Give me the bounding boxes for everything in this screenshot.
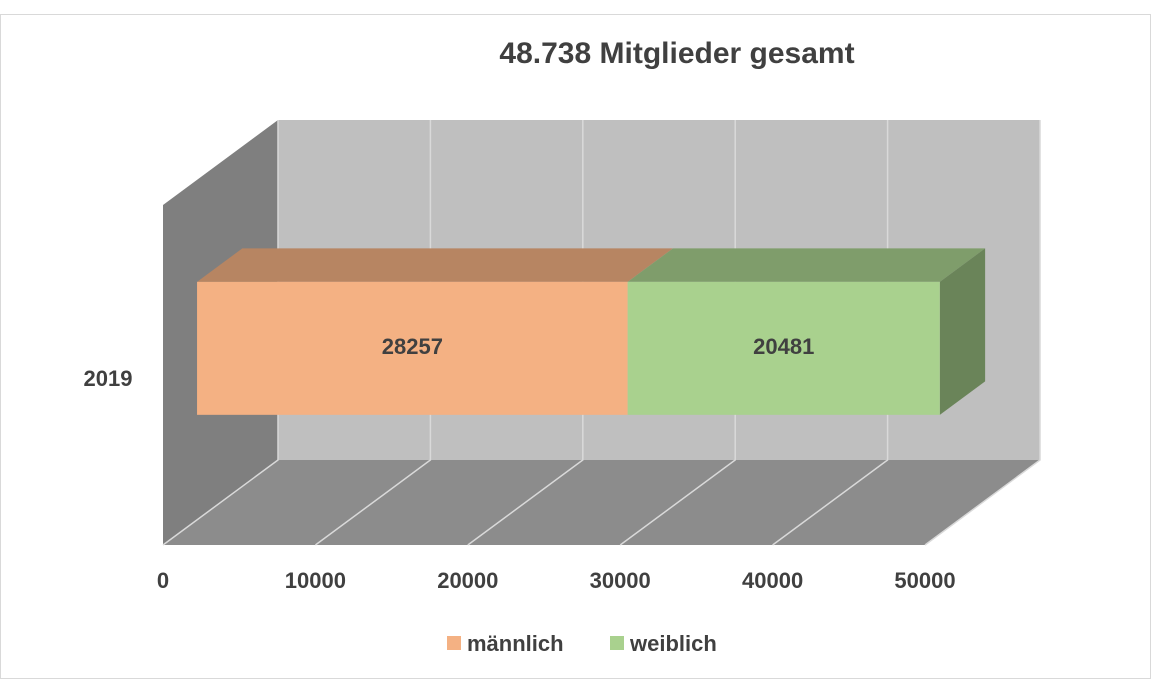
bar-side [939, 248, 986, 415]
legend-label: männlich [467, 631, 564, 656]
x-tick-label: 30000 [590, 568, 651, 593]
grid-line [467, 120, 584, 546]
x-tick-label: 50000 [894, 568, 955, 593]
x-tick-label: 20000 [437, 568, 498, 593]
grid-line [772, 120, 889, 546]
grid-line [314, 120, 432, 546]
bar [197, 281, 628, 415]
legend-swatch [610, 636, 624, 650]
x-tick-label: 10000 [285, 568, 346, 593]
x-tick-label: 40000 [742, 568, 803, 593]
grid-line [162, 120, 279, 546]
data-label: 20481 [753, 334, 814, 359]
y-tick-label: 2019 [84, 366, 133, 391]
grid-line [924, 120, 1041, 546]
legend-swatch [447, 636, 461, 650]
x-tick-label: 0 [157, 568, 169, 593]
bar [627, 281, 940, 415]
data-label: 28257 [382, 334, 443, 359]
grid-line [619, 120, 736, 546]
bar-top [197, 248, 673, 282]
floor [163, 460, 1040, 545]
bar-top [627, 248, 986, 282]
chart-title: 48.738 Mitglieder gesamt [499, 37, 854, 70]
legend-label: weiblich [629, 631, 717, 656]
